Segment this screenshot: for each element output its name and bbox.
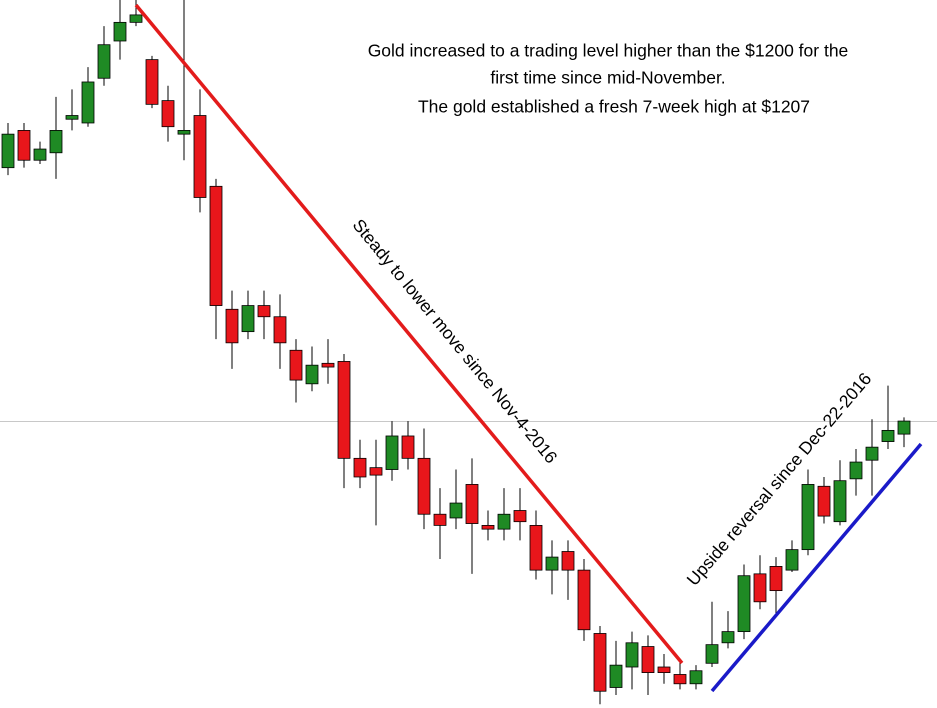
- candle-body: [305, 364, 319, 385]
- candle-body: [417, 457, 431, 515]
- downtrend-line: [134, 3, 684, 665]
- candle-body: [545, 556, 559, 571]
- candle-body: [225, 308, 239, 344]
- candle-body: [209, 185, 223, 306]
- candle-body: [193, 115, 207, 198]
- note-line: Gold increased to a trading level higher…: [368, 41, 849, 61]
- candles: [1, 0, 911, 705]
- note-line: first time since mid-November.: [490, 68, 725, 88]
- candle-body: [753, 573, 767, 603]
- candle-body: [657, 666, 671, 673]
- candle-body: [481, 525, 495, 530]
- candle-body: [273, 316, 287, 344]
- candle-body: [81, 81, 95, 124]
- candle-body: [593, 633, 607, 692]
- candle-body: [449, 502, 463, 519]
- candle-body: [289, 349, 303, 381]
- candle-body: [49, 130, 63, 154]
- candle-body: [529, 525, 543, 571]
- candle-body: [353, 457, 367, 478]
- candle-body: [241, 305, 255, 333]
- candle-body: [785, 549, 799, 571]
- candle-body: [705, 644, 719, 664]
- candle-body: [673, 674, 687, 685]
- candle-body: [337, 361, 351, 459]
- candle-body: [513, 510, 527, 523]
- candle-body: [33, 148, 47, 161]
- uptrend-line: [710, 442, 923, 693]
- candle-body: [897, 420, 911, 435]
- candle-body: [865, 446, 879, 461]
- candle-body: [849, 461, 863, 480]
- candle-body: [129, 14, 143, 23]
- candle-body: [577, 569, 591, 631]
- candle-body: [561, 551, 575, 571]
- note-line: The gold established a fresh 7-week high…: [418, 97, 810, 117]
- candle-body: [641, 646, 655, 674]
- candle-body: [369, 467, 383, 476]
- candle-body: [1, 133, 15, 169]
- candle-body: [465, 484, 479, 524]
- candle-body: [737, 575, 751, 633]
- candle-body: [321, 362, 335, 368]
- downtrend-label: Steady to lower move since Nov-4-2016: [349, 215, 562, 467]
- candle-body: [97, 44, 111, 79]
- candle-body: [801, 484, 815, 551]
- candle-body: [689, 670, 703, 685]
- candle-body: [113, 21, 127, 42]
- uptrend-label: Upside reversal since Dec-22-2016: [683, 369, 876, 590]
- candle-body: [433, 513, 447, 526]
- candle-body: [17, 130, 31, 161]
- candle-body: [721, 631, 735, 644]
- candle-body: [177, 130, 191, 135]
- candle-body: [161, 100, 175, 128]
- candle-body: [769, 566, 783, 592]
- candle-body: [497, 513, 511, 530]
- candle-body: [625, 642, 639, 668]
- candle-body: [65, 115, 79, 120]
- candle-body: [385, 435, 399, 470]
- candle-body: [145, 59, 159, 105]
- candle-body: [881, 429, 895, 442]
- candle-body: [401, 435, 415, 459]
- candle-body: [257, 305, 271, 318]
- candle-body: [817, 485, 831, 517]
- candle-body: [833, 480, 847, 523]
- candle-body: [609, 664, 623, 688]
